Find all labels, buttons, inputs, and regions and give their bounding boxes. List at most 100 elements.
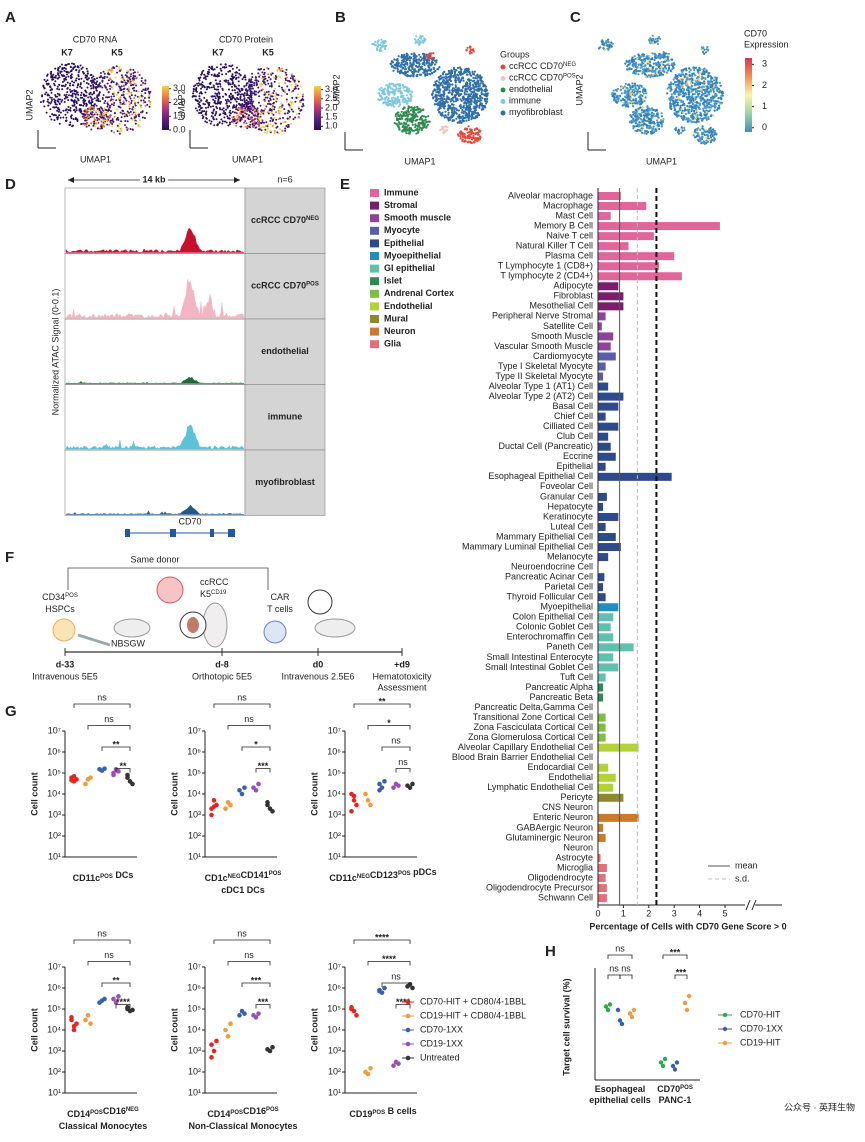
umap-cell <box>77 99 80 102</box>
colorbar <box>162 86 169 130</box>
umap-cell <box>226 115 229 118</box>
umap-cell <box>648 67 651 70</box>
umap-cell <box>255 122 258 125</box>
umap-cell <box>470 100 473 103</box>
umap-cell <box>298 100 301 103</box>
umap-cell <box>634 84 637 87</box>
legend-swatch <box>500 76 506 81</box>
umap-cell <box>651 116 654 119</box>
umap-cell <box>631 85 634 88</box>
umap-cell <box>194 107 197 110</box>
umap-cell <box>633 82 636 85</box>
umap-cell <box>276 131 279 134</box>
umap-cell <box>635 93 638 96</box>
umap-cell <box>89 110 92 113</box>
umap-cell <box>472 132 475 135</box>
umap-cell <box>683 107 687 110</box>
umap-cell <box>712 77 716 80</box>
umap-cell <box>59 111 62 114</box>
umap-cell <box>466 131 469 134</box>
umap-cell <box>418 73 421 76</box>
legend-label: immune <box>509 96 541 106</box>
umap-cell <box>700 86 703 89</box>
umap-cell <box>471 112 474 115</box>
umap-cell <box>693 69 696 72</box>
umap-cell <box>484 88 488 91</box>
umap-cell <box>640 85 643 88</box>
umap-cell <box>383 101 386 104</box>
umap-cell <box>43 78 46 81</box>
umap-cell <box>257 68 260 71</box>
umap-cell <box>198 79 201 82</box>
umap-cell <box>240 89 243 92</box>
umap-cell <box>269 130 272 132</box>
umap-cell <box>142 88 145 91</box>
umap-cell <box>120 120 123 123</box>
umap-cell <box>651 66 654 69</box>
umap-cell <box>251 76 254 79</box>
umap-cell <box>415 40 418 43</box>
umap-cell <box>456 92 459 95</box>
umap-cell <box>248 105 251 108</box>
umap-cell <box>381 88 384 91</box>
umap-cell <box>130 82 133 85</box>
umap-cell <box>445 79 448 82</box>
umap-cell <box>225 121 228 124</box>
umap-cell <box>403 57 406 60</box>
umap-cell <box>235 105 238 108</box>
umap-cell <box>264 108 266 110</box>
umap-cell <box>269 120 272 122</box>
umap-cell <box>468 79 471 82</box>
umap-cell <box>456 97 459 100</box>
umap-cell <box>129 78 132 81</box>
umap-cell <box>607 40 610 44</box>
umap-cell <box>720 103 723 106</box>
umap-cell <box>281 129 284 132</box>
umap-cell <box>60 100 63 103</box>
umap-cell <box>122 100 125 103</box>
umap-cell <box>717 97 720 100</box>
umap-cell <box>252 108 255 111</box>
umap-cell <box>64 109 67 112</box>
umap-cell <box>458 117 461 120</box>
panel-label: E <box>340 176 350 193</box>
umap-cell <box>214 79 217 82</box>
umap-cell <box>75 106 78 109</box>
umap-cell <box>437 104 440 107</box>
umap-cell <box>247 118 250 121</box>
umap-cell <box>69 121 72 124</box>
umap-cell <box>82 116 85 119</box>
umap-cell <box>695 108 698 111</box>
umap-cell <box>288 117 291 120</box>
umap-cell <box>667 59 670 62</box>
umap-cell <box>452 89 455 92</box>
umap-cell <box>260 126 263 129</box>
umap-cell <box>398 127 401 130</box>
umap-cell <box>411 129 414 132</box>
umap-cell <box>62 74 65 77</box>
colorbar-tick-label: 1.5 <box>325 112 338 122</box>
legend-label: endothelial <box>509 84 553 94</box>
umap-cell <box>686 120 689 123</box>
umap-cell <box>691 93 695 96</box>
umap-cell <box>263 68 266 71</box>
umap-cell <box>264 124 267 127</box>
umap-cell <box>132 74 135 77</box>
umap-cell <box>257 120 260 123</box>
umap-cell <box>212 118 215 121</box>
umap-cell <box>242 76 245 79</box>
colorbar-tick-label: 0.0 <box>173 124 186 134</box>
umap-cell <box>240 116 243 119</box>
umap-cell <box>419 55 422 59</box>
umap-cell <box>427 64 430 67</box>
umap-cell <box>462 77 465 80</box>
umap-cell <box>235 104 238 107</box>
umap-cell <box>684 112 688 115</box>
umap-cell <box>217 98 220 101</box>
umap-cell <box>69 107 72 109</box>
umap-cell <box>677 110 680 113</box>
umap-cell <box>275 111 278 114</box>
umap-cell <box>602 43 605 46</box>
umap-cell <box>131 108 134 111</box>
umap-cell <box>619 89 622 92</box>
